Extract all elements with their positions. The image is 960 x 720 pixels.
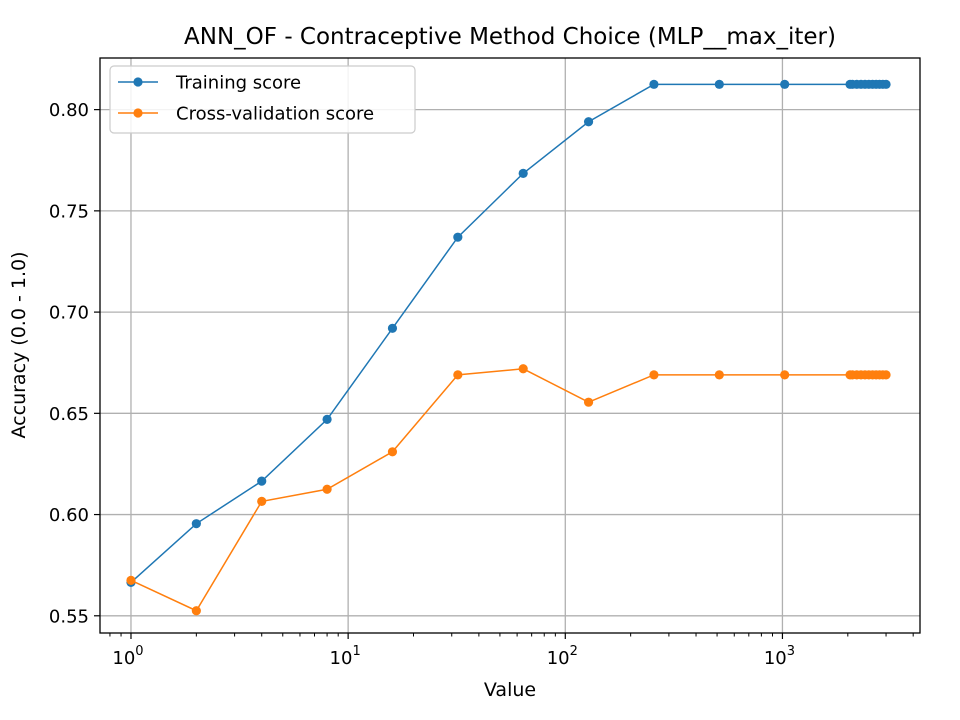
x-tick-exponent: 2 xyxy=(570,644,578,659)
x-tick-exponent: 0 xyxy=(135,644,143,659)
legend-label: Cross-validation score xyxy=(176,104,374,125)
data-point xyxy=(881,370,891,380)
x-tick-label: 101 xyxy=(330,644,361,669)
y-tick-label: 0.70 xyxy=(49,303,89,324)
y-axis-label: Accuracy (0.0 - 1.0) xyxy=(8,252,30,439)
chart-title: ANN_OF - Contraceptive Method Choice (ML… xyxy=(184,24,836,50)
x-tick-label: 103 xyxy=(764,644,795,669)
data-point xyxy=(453,232,463,242)
legend-marker xyxy=(133,77,143,87)
y-tick-label: 0.55 xyxy=(49,606,89,627)
series-line xyxy=(130,83,887,583)
data-point xyxy=(322,484,332,494)
data-point xyxy=(191,519,201,529)
data-point xyxy=(387,323,398,333)
x-tick-label: 102 xyxy=(547,644,578,669)
data-point xyxy=(518,364,528,374)
data-point xyxy=(583,397,594,407)
y-tick-label: 0.75 xyxy=(49,201,89,222)
grid xyxy=(100,58,920,633)
data-point xyxy=(649,79,659,89)
data-point xyxy=(881,79,891,89)
data-point xyxy=(714,79,724,89)
data-point xyxy=(257,476,267,486)
x-tick-base: 10 xyxy=(112,648,135,669)
x-tick-label: 100 xyxy=(112,644,143,669)
data-point xyxy=(191,606,201,616)
x-tick-base: 10 xyxy=(547,648,570,669)
data-point xyxy=(649,370,659,380)
y-tick-label: 0.65 xyxy=(49,404,89,425)
data-point xyxy=(387,447,398,457)
data-point xyxy=(583,117,594,127)
series-line xyxy=(130,368,887,612)
legend: Training score Cross-validation score xyxy=(109,65,416,134)
plot-frame xyxy=(99,57,921,634)
data-point xyxy=(322,414,332,424)
data-point xyxy=(453,370,463,380)
y-tick-label: 0.80 xyxy=(49,100,89,121)
data-point xyxy=(780,370,790,380)
y-tick-label: 0.60 xyxy=(49,505,89,526)
x-tick-exponent: 1 xyxy=(352,644,360,659)
data-point xyxy=(518,168,528,179)
data-point xyxy=(714,370,724,380)
legend-label: Training score xyxy=(175,73,301,94)
x-tick-base: 10 xyxy=(764,648,787,669)
data-point xyxy=(126,575,136,585)
legend-marker xyxy=(133,108,143,118)
data-point xyxy=(780,79,790,89)
data-point xyxy=(257,496,267,506)
x-tick-exponent: 3 xyxy=(787,644,795,659)
x-tick-base: 10 xyxy=(330,648,353,669)
x-axis-label: Value xyxy=(484,679,536,701)
legend-box xyxy=(109,65,416,134)
series-layer xyxy=(126,79,891,616)
